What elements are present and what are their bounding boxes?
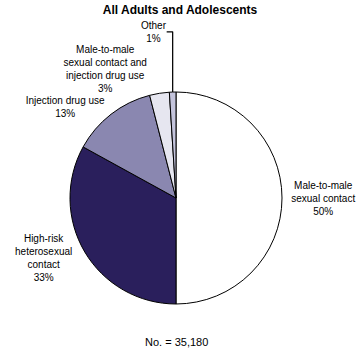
svg-text:Male-to-malesexual contact and: Male-to-malesexual contact andinjection … [64, 44, 147, 94]
svg-text:No. = 35,180: No. = 35,180 [145, 336, 208, 348]
svg-text:Other1%: Other1% [141, 20, 167, 44]
svg-text:Injection drug use13%: Injection drug use13% [26, 95, 105, 119]
svg-text:High-riskheterosexualcontact33: High-riskheterosexualcontact33% [15, 233, 72, 283]
svg-text:All Adults and Adolescents: All Adults and Adolescents [103, 3, 258, 17]
svg-text:Male-to-malesexual contact50%: Male-to-malesexual contact50% [291, 180, 355, 217]
